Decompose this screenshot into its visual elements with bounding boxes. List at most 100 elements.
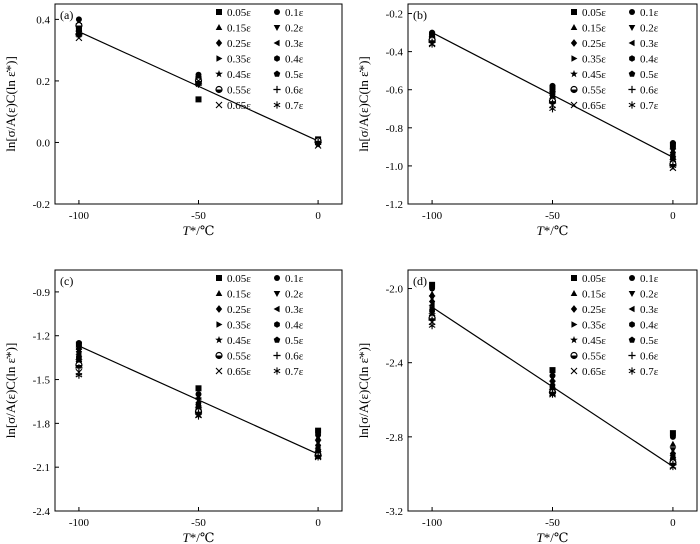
legend-entry: 0.15ε [582,23,606,35]
legend-entry: 0.2ε [285,23,304,35]
legend-marker [570,24,578,31]
x-axis-label: T*/℃ [537,530,569,544]
data-point [195,385,202,392]
legend-marker [273,351,281,360]
data-point [549,367,556,374]
legend-marker [570,305,578,313]
y-tick-label: -0.2 [33,199,50,211]
data-point [669,440,677,447]
legend-marker [629,321,635,328]
legend-entry: 0.4ε [285,320,304,332]
y-tick-label: -2.8 [386,432,404,444]
legend-entry: 0.45ε [582,335,606,347]
y-tick-label: -1.2 [386,199,403,211]
data-point [314,453,322,461]
legend-entry: 0.7ε [640,100,659,112]
legend-entry: 0.7ε [285,366,304,378]
data-point [429,281,436,288]
y-tick-label: -1.5 [33,375,51,387]
legend-marker [215,351,223,360]
legend-entry: 0.65ε [227,100,251,112]
legend-entry: 0.5ε [285,69,304,81]
legend-entry: 0.35ε [582,320,606,332]
legend-marker [629,9,635,15]
legend-entry: 0.55ε [582,85,606,97]
legend-marker [628,24,636,31]
data-point [75,347,83,356]
legend-entry: 0.4ε [640,54,659,66]
legend-marker [628,305,635,313]
panel-label: (c) [60,274,73,288]
x-tick-label: -50 [191,210,206,222]
legend-marker [628,290,636,297]
legend-entry: 0.45ε [227,335,251,347]
panel-label: (b) [413,8,427,22]
legend-marker [629,55,635,62]
legend-marker [216,55,223,62]
legend-marker [628,70,636,77]
y-tick-label: -0.6 [386,85,404,97]
legend-entry: 0.05ε [227,273,251,285]
legend-marker [273,101,281,109]
x-tick-label: -50 [545,517,560,529]
y-tick-label: -0.8 [386,123,404,135]
legend-marker [571,55,578,62]
legend-entry: 0.1ε [640,7,659,19]
legend-entry: 0.5ε [640,69,659,81]
y-tick-label: 0.2 [36,76,50,88]
legend-marker [216,275,222,281]
legend-entry: 0.2ε [285,289,304,301]
x-tick-label: 0 [315,517,321,529]
legend: 0.05ε 0.1ε 0.15ε 0.2ε 0.25ε 0.3ε 0.35ε 0.4ε 0.45… [570,7,659,112]
data-point [549,101,556,109]
data-point [314,138,322,147]
legend-entry: 0.45ε [582,69,606,81]
x-tick-label: 0 [670,210,676,222]
data-point [669,430,676,437]
y-tick-label: -0.2 [386,9,403,21]
legend-marker [274,321,280,328]
legend-marker [215,367,223,375]
legend-marker [628,336,636,343]
legend-entry: 0.6ε [640,85,659,97]
data-point [75,31,83,39]
legend: 0.05ε 0.1ε 0.15ε 0.2ε 0.25ε 0.3ε 0.35ε 0.4ε 0.45… [215,273,304,378]
y-tick-label: -2.4 [33,506,51,518]
legend-entry: 0.55ε [582,351,606,363]
legend-entry: 0.4ε [640,320,659,332]
legend-entry: 0.7ε [285,100,304,112]
data-point [549,105,556,113]
data-point [428,301,435,309]
legend-entry: 0.1ε [285,273,304,285]
legend-marker [215,305,223,313]
legend-entry: 0.3ε [285,38,304,50]
legend-marker [216,9,222,15]
legend-entry: 0.3ε [640,38,659,50]
legend-entry: 0.6ε [285,85,304,97]
data-point [428,290,436,297]
legend-marker [570,101,578,109]
legend-marker [273,290,281,297]
legend-marker [215,335,223,344]
data-point [669,140,676,147]
legend-marker [570,290,578,297]
panel-2: (c) -100 -50 0 -2.4 -2.1 -1.8 -1.5 -1.2 -0.9 T*/℃ l… [3,269,343,544]
y-tick-label: -1.2 [33,331,50,343]
legend-marker [274,275,280,281]
legend-marker [274,9,280,15]
x-tick-label: -50 [545,210,560,222]
legend-marker [273,39,280,47]
y-tick-label: -2.1 [33,462,50,474]
legend-marker [629,275,635,281]
legend-entry: 0.5ε [640,335,659,347]
legend-marker [628,39,635,47]
legend-entry: 0.2ε [640,23,659,35]
legend-marker [273,367,281,375]
legend-marker [274,55,280,62]
data-point [315,427,322,434]
data-point [669,162,677,170]
legend-entry: 0.55ε [227,85,251,97]
legend-entry: 0.05ε [582,273,606,285]
legend-marker [628,85,636,94]
